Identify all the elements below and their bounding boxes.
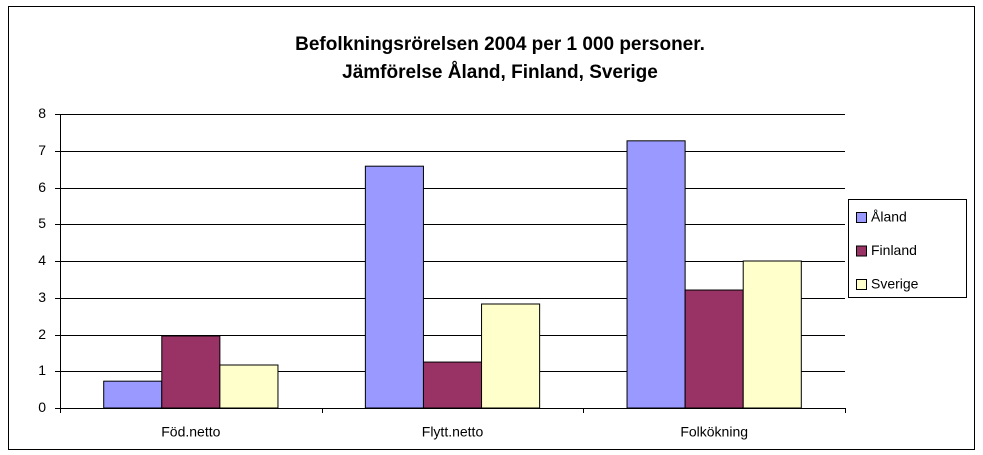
bar	[422, 361, 483, 409]
x-tick-label: Föd.netto	[161, 424, 220, 440]
legend-swatch	[856, 279, 867, 290]
bar	[742, 260, 802, 409]
legend-label: Sverige	[871, 276, 919, 292]
y-tick-label: 5	[38, 215, 46, 231]
bar	[684, 289, 744, 409]
y-tick-label: 0	[38, 399, 46, 415]
chart-title: Befolkningsrörelsen 2004 per 1 000 perso…	[295, 34, 705, 55]
bar	[481, 303, 541, 409]
y-tick-label: 7	[38, 142, 46, 158]
bar	[364, 165, 424, 409]
y-tick-label: 2	[38, 326, 46, 342]
bar	[626, 140, 686, 409]
x-tick-label: Folkökning	[680, 424, 748, 440]
x-tick-label: Flytt.netto	[422, 424, 484, 440]
chart-title: Jämförelse Åland, Finland, Sverige	[342, 62, 658, 83]
y-tick-label: 8	[38, 105, 46, 121]
legend-label: Finland	[871, 242, 917, 258]
legend-swatch	[856, 212, 867, 223]
bar	[161, 335, 221, 409]
bar	[219, 364, 279, 409]
y-tick-label: 3	[38, 289, 46, 305]
y-tick-label: 1	[38, 362, 46, 378]
legend	[848, 199, 967, 298]
legend-label: Åland	[871, 209, 907, 225]
y-tick-label: 6	[38, 179, 46, 195]
bar	[103, 380, 163, 409]
y-tick-label: 4	[38, 252, 46, 268]
legend-swatch	[856, 245, 867, 257]
